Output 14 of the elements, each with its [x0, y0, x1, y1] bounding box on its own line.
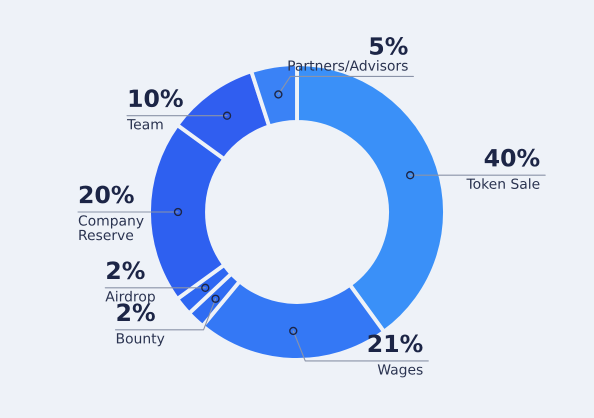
data-label: 40% — [484, 148, 540, 167]
slice-label: Airdrop — [105, 290, 155, 304]
data-label: 2% — [117, 303, 155, 322]
data-label: 21% — [368, 334, 423, 352]
data-label: 2% — [107, 261, 145, 280]
data-label: 20% — [80, 186, 134, 204]
slice-label: Team — [127, 119, 163, 130]
slice-label: Wages — [378, 364, 423, 378]
slice-label: Company Reserve — [78, 215, 144, 240]
data-label: 5% — [370, 37, 408, 55]
slice-label: Bounty — [116, 333, 164, 346]
data-label: 10% — [130, 89, 183, 108]
slice-label: Partners/Advisors — [288, 60, 408, 72]
slice-label: Token Sale — [466, 178, 540, 189]
